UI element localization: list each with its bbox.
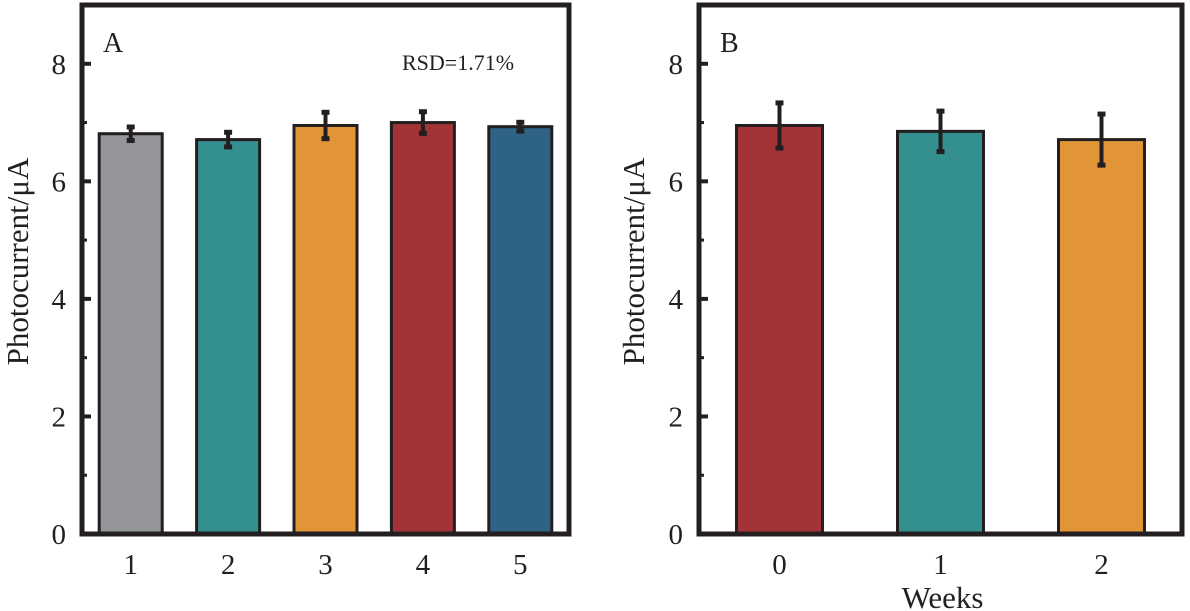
bar-4	[389, 121, 456, 536]
y-tick-label: 4	[52, 284, 67, 316]
y-tick-label: 0	[52, 519, 67, 551]
y-tick-label: 2	[52, 401, 67, 433]
panel-label: B	[720, 28, 739, 59]
x-tick-label: 5	[513, 549, 528, 581]
y-tick-label: 2	[669, 401, 684, 433]
error-bar-5	[516, 119, 525, 134]
x-tick-label: 4	[416, 549, 431, 581]
error-bar-4	[418, 109, 427, 136]
y-tick-label: 6	[52, 166, 67, 198]
bar-1	[97, 132, 164, 536]
bar-2	[1057, 138, 1146, 536]
error-bar-2	[1097, 111, 1106, 168]
x-tick-label: 0	[772, 549, 787, 581]
y-tick-label: 4	[669, 284, 684, 316]
error-bar-1	[126, 124, 135, 143]
rsd-annotation: RSD=1.71%	[402, 50, 514, 75]
y-tick-label: 0	[669, 519, 684, 551]
y-tick-label: 8	[669, 49, 684, 81]
x-tick-label: 2	[221, 549, 236, 581]
bar-2	[195, 138, 262, 536]
panel-a: 0 2 4 6 8 1 2 3 4 5 Photocurrent/μA A RSD=1.71%	[0, 2, 572, 581]
error-bar-3	[321, 109, 330, 142]
y-axis-title: Photocurrent/μA	[0, 157, 35, 365]
bar-0	[735, 123, 824, 536]
bar-1	[896, 129, 985, 536]
error-bar-2	[224, 129, 233, 150]
error-bar-1	[936, 108, 945, 155]
y-tick-label: 8	[52, 49, 67, 81]
error-bar-0	[775, 100, 784, 151]
x-tick-label: 2	[1094, 549, 1109, 581]
bar-3	[292, 123, 359, 536]
x-axis-title: Weeks	[902, 580, 984, 611]
y-axis-title: Photocurrent/μA	[616, 157, 651, 365]
x-tick-label: 1	[123, 549, 138, 581]
plot-frame	[696, 2, 1185, 537]
panel-b: 0 2 4 6 8 0 1 2 Photocurrent/μA Weeks B	[616, 2, 1185, 611]
x-tick-label: 3	[318, 549, 333, 581]
panel-label: A	[103, 28, 124, 59]
bar-5	[487, 125, 554, 536]
y-tick-label: 6	[669, 166, 684, 198]
x-tick-label: 1	[933, 549, 948, 581]
plot-frame	[79, 2, 572, 537]
